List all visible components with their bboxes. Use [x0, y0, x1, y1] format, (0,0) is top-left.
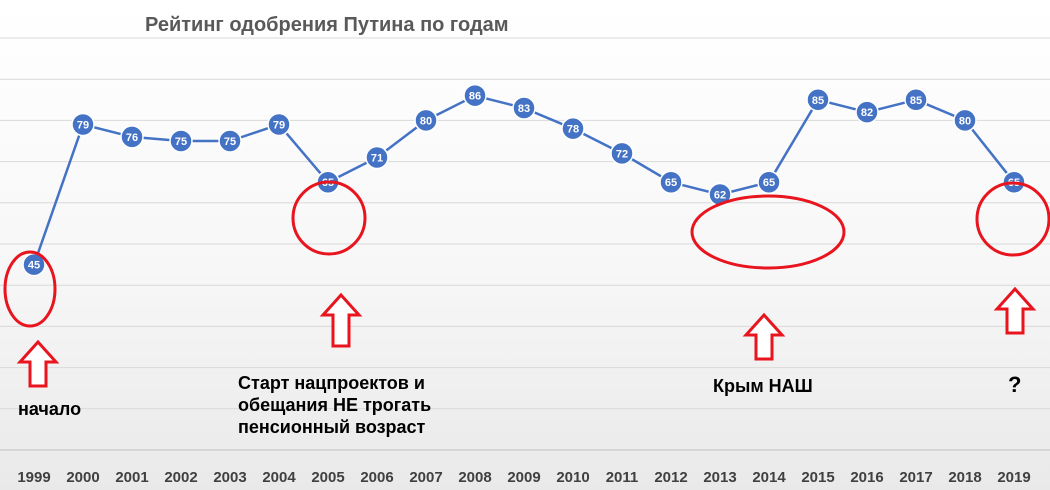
highlight-ellipse: [690, 194, 846, 270]
x-tick-label: 2001: [115, 469, 148, 486]
x-tick-label: 2000: [66, 469, 99, 486]
data-point: [414, 108, 438, 133]
data-label: 82: [861, 107, 873, 119]
highlight-ellipse: [3, 250, 57, 328]
up-arrow: [319, 292, 363, 348]
data-point: [463, 83, 487, 108]
data-point: [855, 100, 879, 124]
highlight-ellipse: [975, 181, 1050, 257]
data-label: 65: [763, 177, 775, 189]
data-label: 85: [812, 95, 824, 107]
x-tick-label: 2014: [752, 469, 786, 486]
x-tick-label: 2013: [703, 469, 736, 486]
data-label: 78: [567, 124, 579, 136]
chart-title: Рейтинг одобрения Путина по годам: [145, 14, 509, 36]
data-label: 85: [910, 95, 922, 107]
up-arrow: [993, 286, 1037, 335]
data-label: 80: [420, 115, 432, 127]
data-label: 65: [665, 177, 677, 189]
highlight-markers: [3, 180, 1050, 388]
data-point: [806, 88, 830, 112]
x-tick-label: 2006: [360, 469, 393, 486]
annotation-line: ?: [1008, 372, 1022, 397]
x-tick-label: 2010: [556, 469, 589, 486]
annotation-projects: Старт нацпроектов и обещания НЕ трогать …: [238, 372, 431, 438]
data-label: 71: [371, 152, 383, 164]
x-axis-ticks: 1999 2000 2001 2002 2003 2004 2005 2006 2007 2008…: [17, 469, 1030, 486]
data-label: 83: [518, 103, 530, 115]
annotation-line: пенсионный возраст: [238, 417, 426, 437]
highlight-ellipse: [291, 180, 367, 256]
annotation-line: начало: [18, 399, 82, 419]
data-point: [561, 116, 585, 141]
data-label: 76: [126, 132, 138, 144]
annotation-crimea: Крым НАШ: [713, 375, 813, 397]
x-tick-label: 2015: [801, 469, 834, 486]
annotation-line: Крым НАШ: [713, 376, 813, 396]
x-tick-label: 2012: [654, 469, 687, 486]
data-point: [610, 141, 634, 166]
x-tick-label: 1999: [17, 469, 50, 486]
data-point: [904, 88, 928, 112]
x-tick-label: 2018: [948, 469, 981, 486]
x-tick-label: 2007: [409, 469, 442, 486]
x-tick-label: 2011: [606, 469, 639, 486]
gridlines: [0, 37, 1050, 451]
x-tick-label: 2008: [458, 469, 491, 486]
x-tick-label: 2017: [899, 469, 932, 486]
data-label: 80: [959, 115, 971, 127]
x-tick-label: 2016: [850, 469, 883, 486]
data-label: 79: [77, 120, 89, 132]
data-point: [120, 125, 144, 149]
data-point: [757, 170, 781, 194]
data-point: [267, 112, 291, 137]
data-point: [218, 129, 242, 153]
annotation-line: обещания НЕ трогать: [238, 395, 432, 415]
data-label: 45: [28, 260, 40, 272]
data-point: [169, 129, 193, 153]
data-point: [512, 96, 536, 120]
up-arrow: [16, 339, 60, 388]
data-label: 62: [714, 190, 726, 202]
annotation-start: начало: [18, 398, 81, 420]
data-label: 75: [224, 136, 236, 148]
data-label: 72: [616, 148, 628, 160]
x-tick-label: 2002: [164, 469, 197, 486]
data-point: [659, 170, 683, 194]
x-tick-label: 2009: [507, 469, 540, 486]
data-label: 79: [273, 120, 285, 132]
annotation-question: ?: [1008, 374, 1021, 396]
annotation-line: Старт нацпроектов и: [238, 373, 425, 393]
x-tick-label: 2004: [262, 469, 296, 486]
x-tick-label: 2019: [997, 469, 1030, 486]
data-label: 86: [469, 91, 481, 103]
x-tick-label: 2003: [213, 469, 246, 486]
up-arrow: [742, 312, 786, 361]
x-tick-label: 2005: [311, 469, 344, 486]
data-point: [365, 145, 389, 170]
data-point: [71, 112, 95, 137]
data-label: 75: [175, 136, 187, 148]
data-point: [953, 108, 977, 133]
